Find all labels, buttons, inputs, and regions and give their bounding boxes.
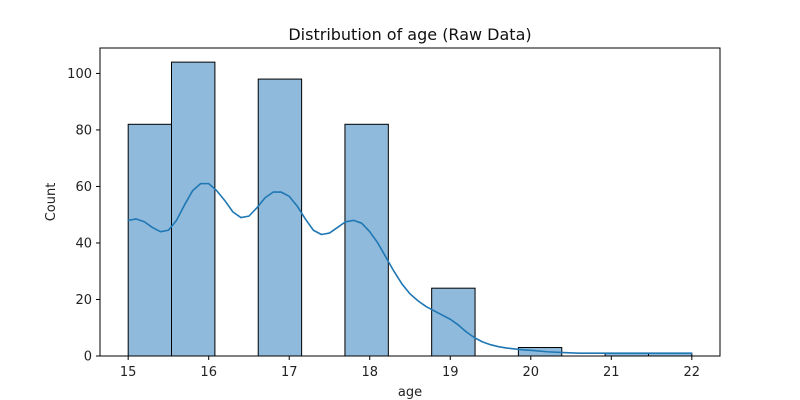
x-tick-label: 16 bbox=[200, 365, 217, 380]
y-tick-label: 20 bbox=[75, 293, 92, 308]
plot-frame bbox=[99, 47, 721, 357]
y-tick-label: 100 bbox=[67, 67, 92, 82]
x-tick-label: 19 bbox=[442, 365, 459, 380]
x-ticks-layer: 15 16 17 18 19 20 21 22 bbox=[120, 356, 700, 380]
bars-layer bbox=[127, 61, 693, 357]
chart-title: Distribution of age (Raw Data) bbox=[288, 25, 531, 44]
x-tick-label: 21 bbox=[603, 365, 620, 380]
y-tick-label: 0 bbox=[84, 350, 92, 365]
x-tick-label: 15 bbox=[120, 365, 137, 380]
x-tick-label: 17 bbox=[281, 365, 298, 380]
y-axis-label: Count bbox=[44, 183, 59, 222]
y-tick-label: 40 bbox=[75, 236, 92, 251]
histogram-bar bbox=[257, 78, 303, 357]
histogram-bar bbox=[344, 123, 389, 357]
x-tick-label: 20 bbox=[523, 365, 540, 380]
y-tick-label: 60 bbox=[75, 180, 92, 195]
kde-layer bbox=[127, 182, 693, 354]
histogram-bar bbox=[171, 61, 216, 357]
y-tick-label: 80 bbox=[75, 123, 92, 138]
x-tick-label: 18 bbox=[361, 365, 378, 380]
y-ticks-layer: 0 20 40 60 80 100 bbox=[67, 67, 100, 365]
histogram-bar bbox=[127, 123, 172, 357]
x-axis-label: age bbox=[398, 385, 422, 400]
kde-curve bbox=[127, 182, 693, 354]
x-tick-label: 22 bbox=[684, 365, 701, 380]
